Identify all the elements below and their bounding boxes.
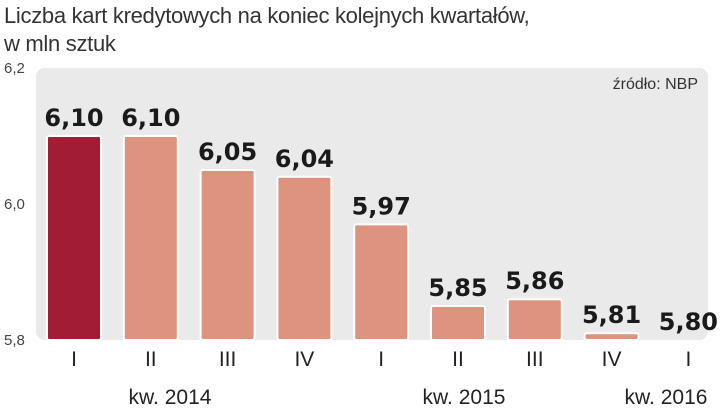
category-label: IV (294, 348, 314, 371)
group-label-2014: kw. 2014 (128, 386, 212, 409)
source-note: źródło: NBP (612, 76, 698, 93)
category-label: I (685, 348, 691, 371)
bar-value-label: 6,04 (275, 145, 334, 173)
bar (583, 332, 640, 342)
group-label-2016: kw. 2016 (624, 386, 708, 409)
chart-title: Liczba kart kredytowych na koniec kolejn… (4, 2, 530, 58)
category-label: I (71, 348, 77, 371)
category-label: IV (602, 348, 622, 371)
y-tick-label: 6,2 (4, 60, 25, 77)
bar-value-label: 6,10 (121, 104, 180, 132)
chart-title-line: Liczba kart kredytowych na koniec kolejn… (4, 3, 530, 28)
bar (199, 169, 256, 341)
bar-value-label: 6,05 (198, 138, 257, 166)
category-label: II (452, 348, 464, 371)
bar (276, 175, 333, 341)
group-label-2015: kw. 2015 (422, 386, 506, 409)
bar-value-label: 5,85 (428, 274, 487, 302)
bar (46, 135, 102, 341)
bar (506, 298, 563, 342)
y-tick-label: 5,8 (4, 332, 25, 349)
bar-value-label: 5,97 (352, 192, 411, 220)
bar-value-label: 5,81 (582, 301, 641, 329)
category-label: II (145, 348, 157, 371)
bar (122, 135, 179, 341)
chart-subtitle: w mln sztuk (4, 31, 116, 56)
bar (353, 223, 410, 341)
bar-value-label: 5,80 (659, 308, 718, 336)
category-label: I (378, 348, 384, 371)
category-label: III (219, 348, 237, 371)
bar (430, 305, 486, 341)
category-label: III (526, 348, 544, 371)
y-tick-label: 6,0 (4, 196, 25, 213)
bar-value-label: 5,86 (505, 267, 564, 295)
bar-value-label: 6,10 (44, 104, 103, 132)
